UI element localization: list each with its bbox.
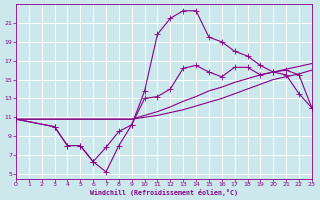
X-axis label: Windchill (Refroidissement éolien,°C): Windchill (Refroidissement éolien,°C) <box>90 189 238 196</box>
